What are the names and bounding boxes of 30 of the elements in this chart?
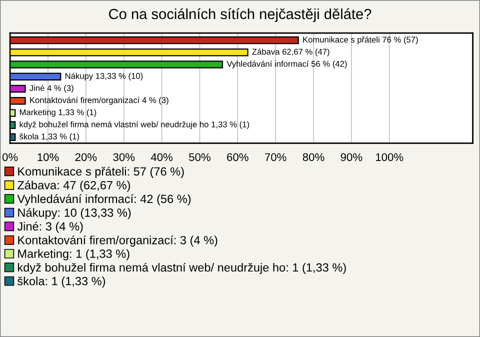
x-tick-label: 30%: [113, 153, 135, 162]
legend-label: když bohužel firma nemá vlastní web/ neudržuje ho: 1 (1,33 %): [18, 262, 346, 274]
x-tick-label: 10%: [38, 153, 59, 162]
x-tick-label: 90%: [340, 153, 362, 162]
legend-label: Kontaktování firem/organizací: 3 (4 %): [18, 236, 218, 247]
x-tick-label: 40%: [150, 153, 173, 162]
x-tick-label: 50%: [189, 153, 210, 162]
x-tick-label: 60%: [227, 153, 248, 162]
data-label: Komunikace s přáteli 76 % (57): [303, 36, 418, 44]
legend-label: Jiné: 3 (4 %): [17, 222, 83, 233]
data-label: Vyhledávání informací 56 % (42): [226, 60, 347, 68]
x-tick-label: 100%: [376, 153, 404, 162]
data-label: Jiné 4 % (3): [30, 84, 74, 93]
data-label: Zábava 62,67 % (47): [252, 48, 330, 56]
data-label: Kontaktování firem/organizací 4 % (3): [30, 96, 168, 105]
legend-label: Vyhledávání informací: 42 (56 %): [17, 194, 191, 206]
legend-label: Komunikace s přáteli: 57 (76 %): [18, 166, 184, 178]
x-tick-label: 20%: [75, 153, 97, 162]
legend-label: Zábava: 47 (62,67 %): [18, 180, 130, 192]
data-label: škola 1,33 % (1): [20, 133, 79, 142]
legend-label: Marketing: 1 (1,33 %): [18, 249, 130, 260]
data-label: když bohužel firma nemá vlastní web/ neudržuje ho 1,33 % (1): [20, 121, 249, 129]
legend-label: Nákupy: 10 (13,33 %): [18, 208, 131, 220]
data-label: Marketing 1,33 % (1): [20, 109, 96, 117]
x-tick-label: 0%: [2, 153, 18, 162]
x-tick-label: 70%: [265, 153, 286, 162]
legend-label: škola: 1 (1,33 %): [18, 276, 106, 288]
x-tick-label: 80%: [302, 153, 324, 162]
chart-title: Co na sociálních sítích nejčastěji děláte?: [109, 8, 372, 22]
data-label: Nákupy 13,33 % (10): [65, 72, 143, 81]
